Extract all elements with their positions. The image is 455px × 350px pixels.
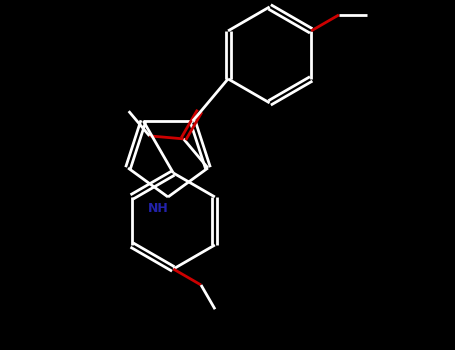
Text: NH: NH: [147, 203, 168, 216]
